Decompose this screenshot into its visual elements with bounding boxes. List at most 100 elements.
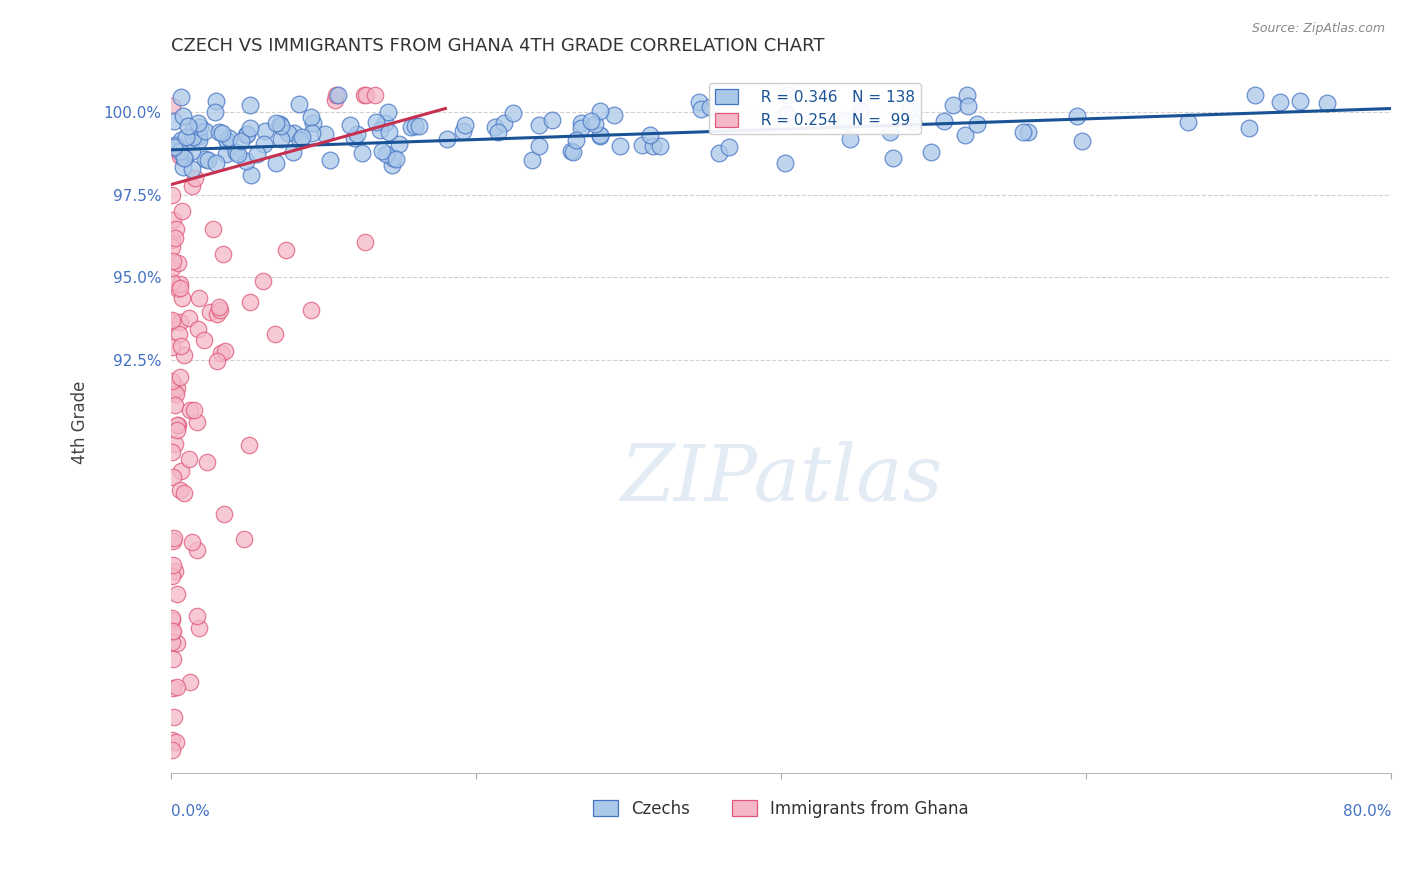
Point: [214, 344, 236, 359]
Point: [920, 145, 942, 159]
Point: [264, 156, 287, 170]
Point: [207, 354, 229, 368]
Point: [565, 133, 588, 147]
Point: [160, 374, 183, 388]
Point: [172, 109, 194, 123]
Text: 0.0%: 0.0%: [172, 804, 209, 819]
Point: [204, 105, 226, 120]
Point: [381, 158, 404, 172]
Point: [366, 115, 388, 129]
Point: [162, 533, 184, 548]
Point: [339, 118, 361, 132]
Point: [169, 280, 191, 294]
Point: [529, 139, 551, 153]
Point: [589, 128, 612, 142]
Point: [188, 621, 211, 635]
Point: [209, 302, 232, 317]
Point: [188, 120, 211, 134]
Point: [1316, 96, 1339, 111]
Point: [239, 121, 262, 136]
Point: [172, 291, 194, 305]
Point: [162, 470, 184, 484]
Point: [288, 133, 311, 147]
Point: [839, 132, 862, 146]
Text: Source: ZipAtlas.com: Source: ZipAtlas.com: [1251, 22, 1385, 36]
Point: [1011, 125, 1033, 139]
Point: [166, 417, 188, 432]
Point: [502, 106, 524, 120]
Point: [205, 94, 228, 108]
Point: [173, 151, 195, 165]
Point: [270, 119, 292, 133]
Point: [252, 275, 274, 289]
Point: [589, 104, 612, 119]
Point: [162, 212, 184, 227]
Point: [169, 483, 191, 498]
Point: [170, 464, 193, 478]
Point: [966, 116, 988, 130]
Point: [343, 131, 366, 145]
Point: [238, 294, 260, 309]
Point: [160, 315, 183, 329]
Point: [901, 115, 924, 129]
Point: [215, 134, 238, 148]
Point: [212, 507, 235, 521]
Point: [167, 145, 190, 159]
Point: [188, 129, 211, 144]
Text: ZIPatlas: ZIPatlas: [620, 441, 942, 517]
Point: [186, 609, 208, 624]
Point: [773, 156, 796, 170]
Point: [162, 254, 184, 268]
Point: [166, 423, 188, 437]
Point: [399, 120, 422, 134]
Point: [353, 88, 375, 103]
Point: [160, 569, 183, 583]
Point: [834, 113, 856, 128]
Point: [291, 130, 314, 145]
Text: CZECH VS IMMIGRANTS FROM GHANA 4TH GRADE CORRELATION CHART: CZECH VS IMMIGRANTS FROM GHANA 4TH GRADE…: [172, 37, 824, 55]
Point: [167, 327, 190, 342]
Point: [194, 124, 217, 138]
Point: [589, 128, 612, 143]
Point: [569, 115, 592, 129]
Point: [631, 138, 654, 153]
Point: [955, 128, 977, 142]
Point: [162, 710, 184, 724]
Point: [166, 587, 188, 601]
Point: [540, 113, 562, 128]
Point: [197, 153, 219, 167]
Point: [609, 139, 631, 153]
Point: [354, 235, 377, 249]
Point: [942, 97, 965, 112]
Point: [957, 99, 980, 113]
Point: [689, 102, 711, 116]
Point: [269, 118, 291, 132]
Point: [209, 346, 232, 360]
Point: [169, 148, 191, 162]
Point: [381, 151, 404, 165]
Point: [165, 387, 187, 401]
Point: [205, 156, 228, 170]
Point: [160, 611, 183, 625]
Point: [177, 311, 200, 326]
Point: [638, 128, 661, 143]
Point: [187, 116, 209, 130]
Point: [163, 113, 186, 128]
Point: [205, 307, 228, 321]
Point: [218, 131, 240, 145]
Point: [177, 119, 200, 133]
Point: [228, 146, 250, 161]
Point: [215, 134, 238, 148]
Point: [377, 105, 399, 120]
Point: [522, 153, 544, 168]
Point: [181, 162, 204, 177]
Point: [187, 133, 209, 147]
Point: [264, 327, 287, 342]
Point: [160, 732, 183, 747]
Point: [183, 403, 205, 417]
Point: [302, 116, 325, 130]
Point: [163, 138, 186, 153]
Point: [314, 127, 336, 141]
Point: [288, 97, 311, 112]
Point: [165, 221, 187, 235]
